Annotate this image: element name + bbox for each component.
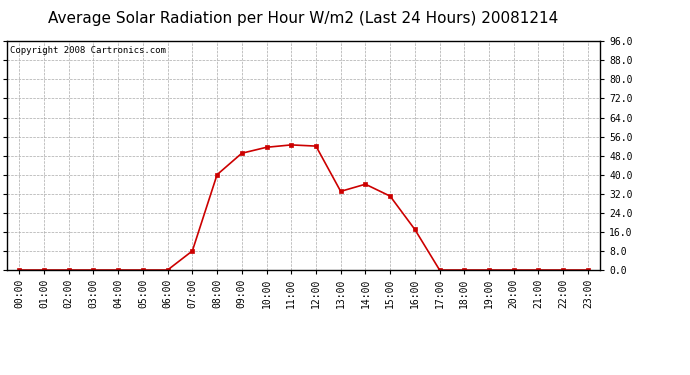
Text: Average Solar Radiation per Hour W/m2 (Last 24 Hours) 20081214: Average Solar Radiation per Hour W/m2 (L… [48, 11, 559, 26]
Text: Copyright 2008 Cartronics.com: Copyright 2008 Cartronics.com [10, 46, 166, 55]
